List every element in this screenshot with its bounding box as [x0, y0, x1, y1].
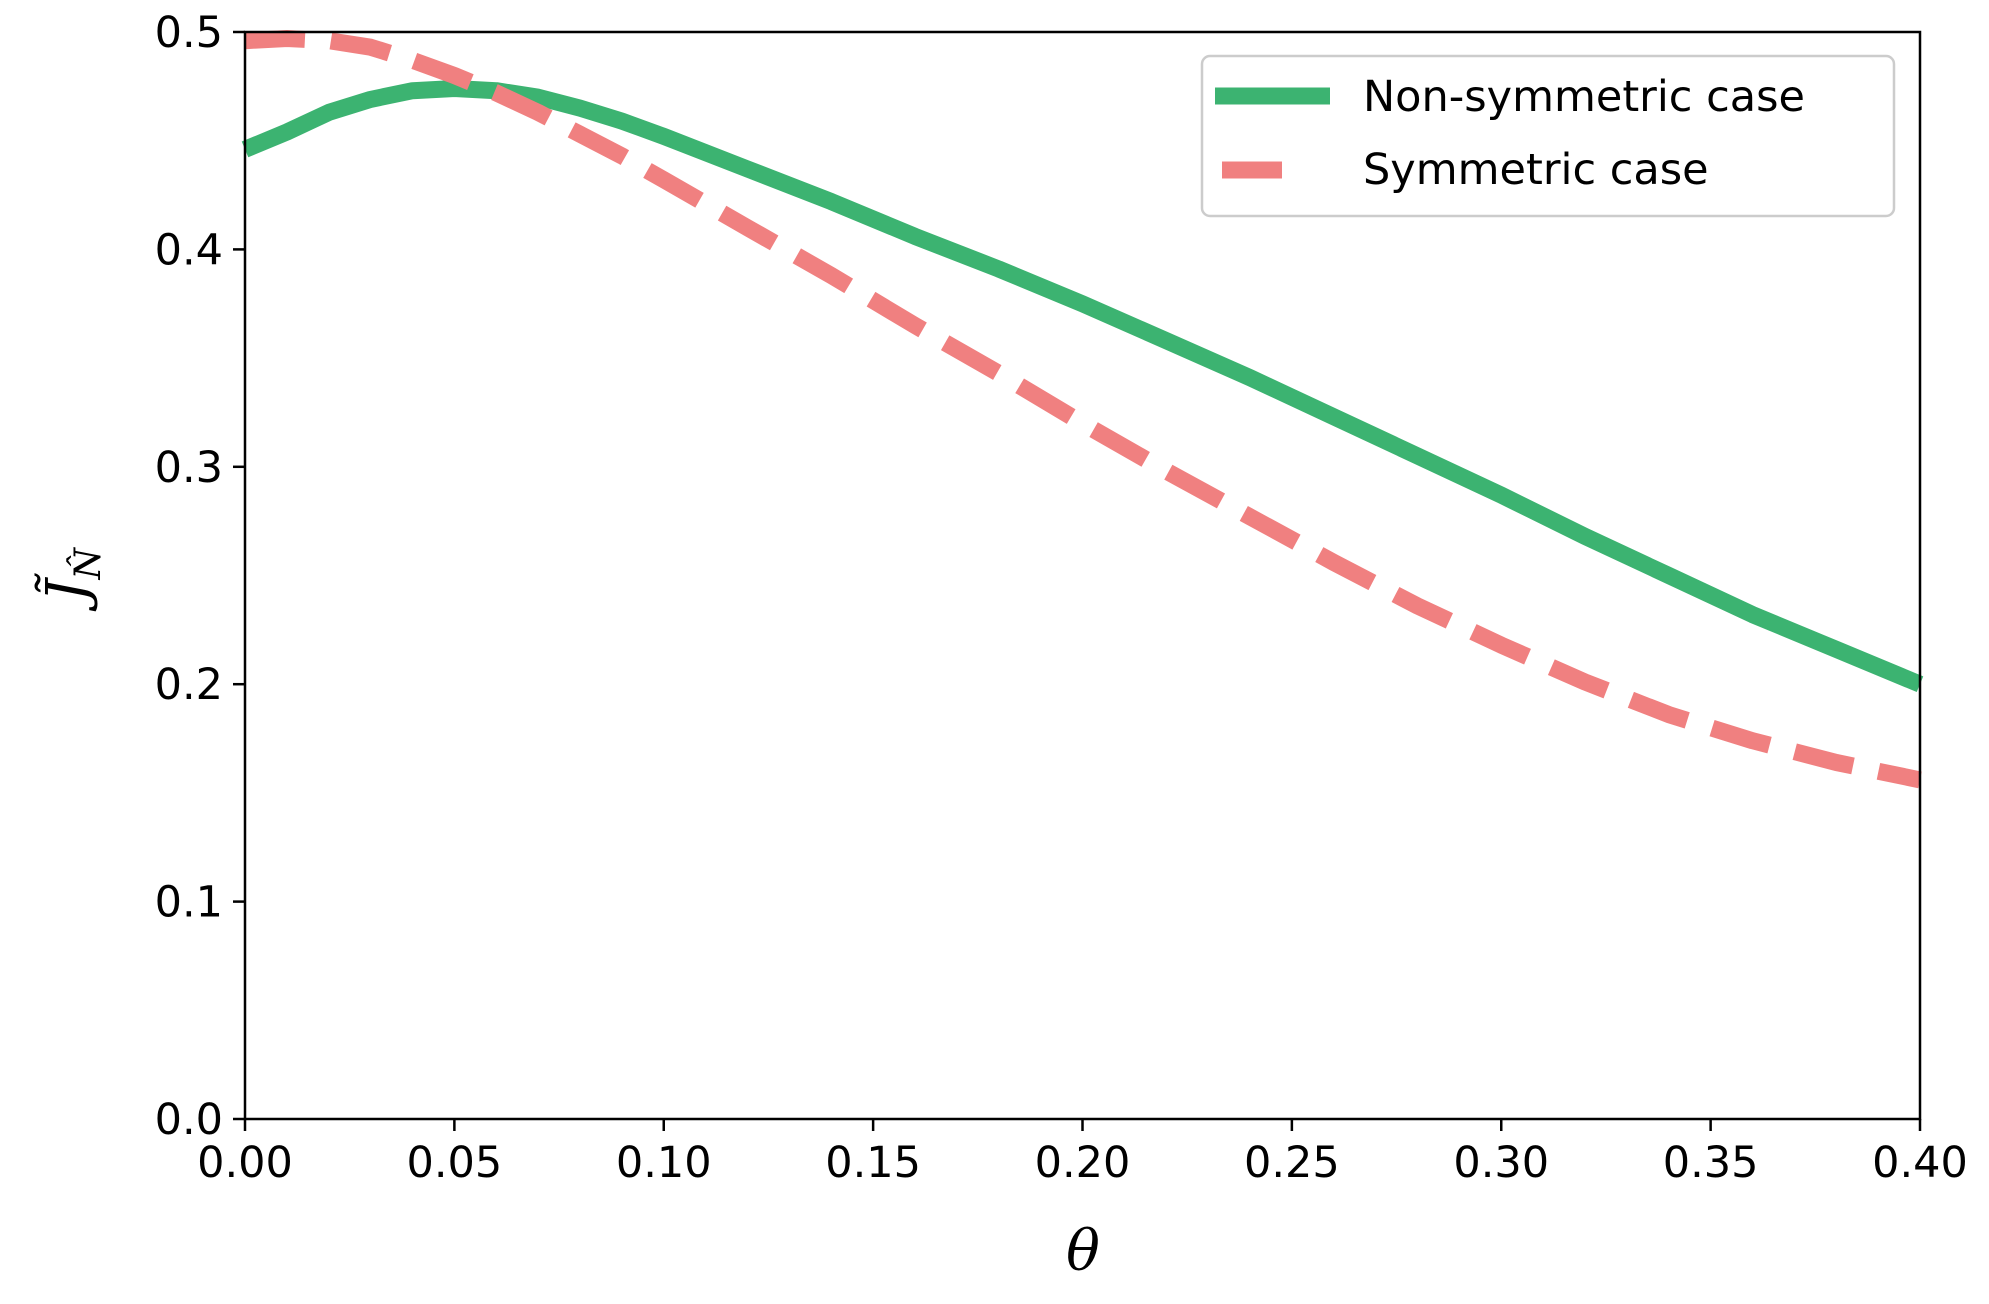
y-tick-label: 0.1 — [155, 878, 223, 928]
x-axis: 0.00 0.05 0.10 0.15 0.20 0.25 0.30 0.35 0.40 — [197, 1119, 1968, 1188]
x-tick-label: 0.40 — [1872, 1138, 1968, 1188]
y-tick-label: 0.5 — [155, 8, 223, 58]
y-tick-label: 0.2 — [155, 660, 223, 710]
x-tick-label: 0.05 — [407, 1138, 503, 1188]
legend-frame — [1200, 54, 1896, 218]
y-tick-label: 0.4 — [155, 225, 223, 275]
x-tick-label: 0.30 — [1453, 1138, 1549, 1188]
legend: Non-symmetric case Symmetric case — [1200, 54, 1896, 218]
x-tick-label: 0.35 — [1663, 1138, 1759, 1188]
x-tick-label: 0.00 — [197, 1138, 293, 1188]
legend-label-symmetric: Symmetric case — [1363, 145, 1709, 195]
svg-text:J̃N̂: J̃N̂ — [34, 547, 109, 612]
y-tick-label: 0.3 — [155, 443, 223, 493]
x-tick-label: 0.20 — [1035, 1138, 1131, 1188]
x-tick-label: 0.10 — [616, 1138, 712, 1188]
x-tick-label: 0.15 — [825, 1138, 921, 1188]
y-axis-label: J̃N̂ — [34, 547, 109, 612]
y-axis: 0.0 0.1 0.2 0.3 0.4 0.5 — [155, 8, 245, 1145]
legend-label-non-symmetric: Non-symmetric case — [1363, 72, 1805, 122]
series-line-non-symmetric-case — [241, 80, 1924, 693]
y-axis-label-subscript: N̂ — [66, 547, 109, 581]
x-axis-label: θ — [1066, 1219, 1100, 1284]
series-layer — [241, 30, 1924, 789]
y-tick-label: 0.0 — [155, 1095, 223, 1145]
series-line-symmetric-case — [244, 30, 1922, 789]
x-tick-label: 0.25 — [1244, 1138, 1340, 1188]
